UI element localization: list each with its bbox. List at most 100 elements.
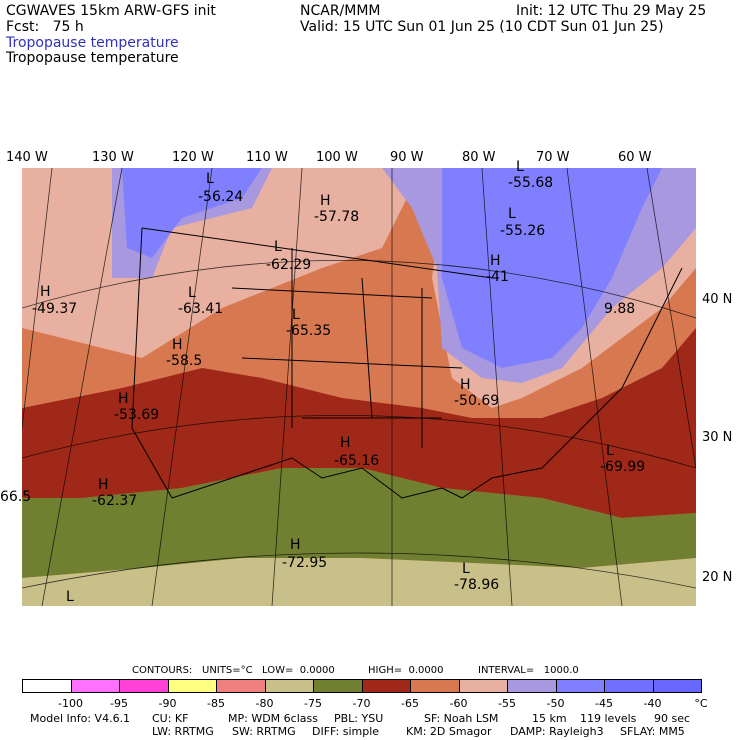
colorbar-tick-label: -90 (158, 697, 177, 710)
map-annotation-kind: L (508, 206, 516, 222)
map-annotation-value: -53.69 (114, 407, 160, 423)
resolution: 15 km (532, 712, 567, 725)
colorbar-swatch (507, 679, 557, 693)
colorbar-swatch (216, 679, 266, 693)
cumulus-scheme: CU: KF (152, 712, 189, 725)
model-info: Model Info: V4.6.1 (30, 712, 131, 725)
map-annotation-kind: H (40, 284, 51, 300)
contour-fill-45-east (442, 168, 662, 368)
colorbar-swatch (555, 679, 605, 693)
map-annotation-value: -62.37 (92, 493, 138, 509)
colorbar-swatch (70, 679, 120, 693)
map-annotation-value: -62.29 (266, 257, 312, 273)
lat-label: 20 N (702, 570, 733, 585)
map-annotation-kind: H (320, 193, 331, 209)
colorbar-tick-label: -95 (110, 697, 128, 710)
colorbar-tick-label: -85 (207, 697, 225, 710)
damping-option: DAMP: Rayleigh3 (510, 725, 604, 738)
map-annotation-value: -78.96 (454, 577, 500, 593)
colorbar-swatch (604, 679, 654, 693)
map-annotation-value: -50.69 (454, 393, 500, 409)
colorbar-tick-label: °C (694, 697, 708, 710)
map-annotation-value: -65.35 (286, 323, 332, 339)
lon-label: 90 W (390, 150, 424, 165)
map-annotation-kind: H (290, 537, 301, 553)
map-annotation-kind: H (118, 391, 129, 407)
map-annotation-value: -65.16 (334, 453, 380, 469)
map-annotation-kind: H (490, 253, 501, 269)
surface-scheme: SF: Noah LSM (424, 712, 499, 725)
tropopause-temperature-map (22, 168, 696, 606)
colorbar-tick-label: -75 (304, 697, 322, 710)
lon-label: 140 W (6, 150, 48, 165)
map-annotation-value: 66.5 (0, 489, 32, 505)
map-annotation-value: -69.99 (600, 459, 646, 475)
surface-layer-scheme: SFLAY: MM5 (620, 725, 685, 738)
lon-label: 80 W (462, 150, 496, 165)
colorbar-tick-label: -80 (255, 697, 274, 710)
lon-label: 120 W (172, 150, 214, 165)
contour-fill-45 (122, 168, 262, 258)
colorbar-tick-label: -65 (401, 697, 419, 710)
map-annotation-kind: H (98, 477, 109, 493)
pbl-scheme: PBL: YSU (334, 712, 384, 725)
map-annotation-kind: H (460, 377, 471, 393)
map-annotation-kind: H (172, 337, 183, 353)
vertical-levels: 119 levels (580, 712, 637, 725)
lon-label: 110 W (246, 150, 288, 165)
lon-label: 70 W (536, 150, 570, 165)
contours-low: LOW= 0.0000 (262, 665, 335, 676)
valid-time: Valid: 15 UTC Sun 01 Jun 25 (10 CDT Sun … (300, 19, 664, 35)
map-annotation-value: -57.78 (314, 209, 360, 225)
colorbar-swatch (313, 679, 363, 693)
microphysics-scheme: MP: WDM 6class (228, 712, 318, 725)
colorbar-swatch (167, 679, 217, 693)
lat-label: 40 N (702, 292, 733, 307)
field-name-primary: Tropopause temperature (6, 35, 179, 51)
map-annotation-value: -72.95 (282, 555, 328, 571)
map-annotation-kind: L (606, 443, 614, 459)
contours-high: HIGH= 0.0000 (368, 665, 444, 676)
map-annotation-kind: L (274, 239, 282, 255)
lon-label: 60 W (618, 150, 652, 165)
colorbar-tick-label: -45 (595, 697, 613, 710)
init-time: Init: 12 UTC Thu 29 May 25 (516, 3, 707, 19)
institution-label: NCAR/MMM (300, 3, 381, 19)
map-annotation-value: -56.24 (198, 189, 244, 205)
map-annotation-value: 9.88 (604, 301, 636, 317)
km-option: KM: 2D Smagor (406, 725, 492, 738)
forecast-hour: Fcst: 75 h (6, 19, 84, 35)
colorbar-tick-label: -100 (58, 697, 83, 710)
contours-units: UNITS=°C (202, 665, 253, 676)
colorbar-swatch (458, 679, 508, 693)
map-annotation-kind: H (340, 435, 351, 451)
contours-label: CONTOURS: (132, 665, 193, 676)
map-annotation-value: -58.5 (166, 353, 203, 369)
map-annotation-value: -63.41 (178, 301, 224, 317)
map-annotation-kind: L (188, 285, 196, 301)
contours-interval: INTERVAL= 1000.0 (478, 665, 579, 676)
timestep: 90 sec (654, 712, 691, 725)
map-annotation-value: -55.68 (508, 175, 554, 191)
map-annotation-kind: L (292, 307, 300, 323)
colorbar-swatch (264, 679, 314, 693)
map-annotation-value: -55.26 (500, 223, 546, 239)
colorbar-swatch (119, 679, 169, 693)
map-annotation-kind: L (206, 171, 214, 187)
field-name-secondary: Tropopause temperature (6, 50, 179, 66)
diffusion-option: DIFF: simple (312, 725, 380, 738)
map-annotation-value: -49.37 (32, 301, 78, 317)
lon-label: 100 W (316, 150, 358, 165)
colorbar-tick-label: -70 (352, 697, 371, 710)
map-annotation-kind: L (516, 159, 524, 175)
model-title: CGWAVES 15km ARW-GFS init (6, 3, 216, 19)
colorbar-swatch (361, 679, 411, 693)
colorbar-swatch (22, 679, 72, 693)
colorbar-swatch (652, 679, 702, 693)
map-annotation-kind: L (462, 561, 470, 577)
lat-label: 30 N (702, 430, 733, 445)
colorbar-swatch (410, 679, 460, 693)
colorbar-tick-label: -55 (498, 697, 516, 710)
longwave-scheme: LW: RRTMG (152, 725, 214, 738)
map-annotation-kind: L (66, 589, 74, 605)
